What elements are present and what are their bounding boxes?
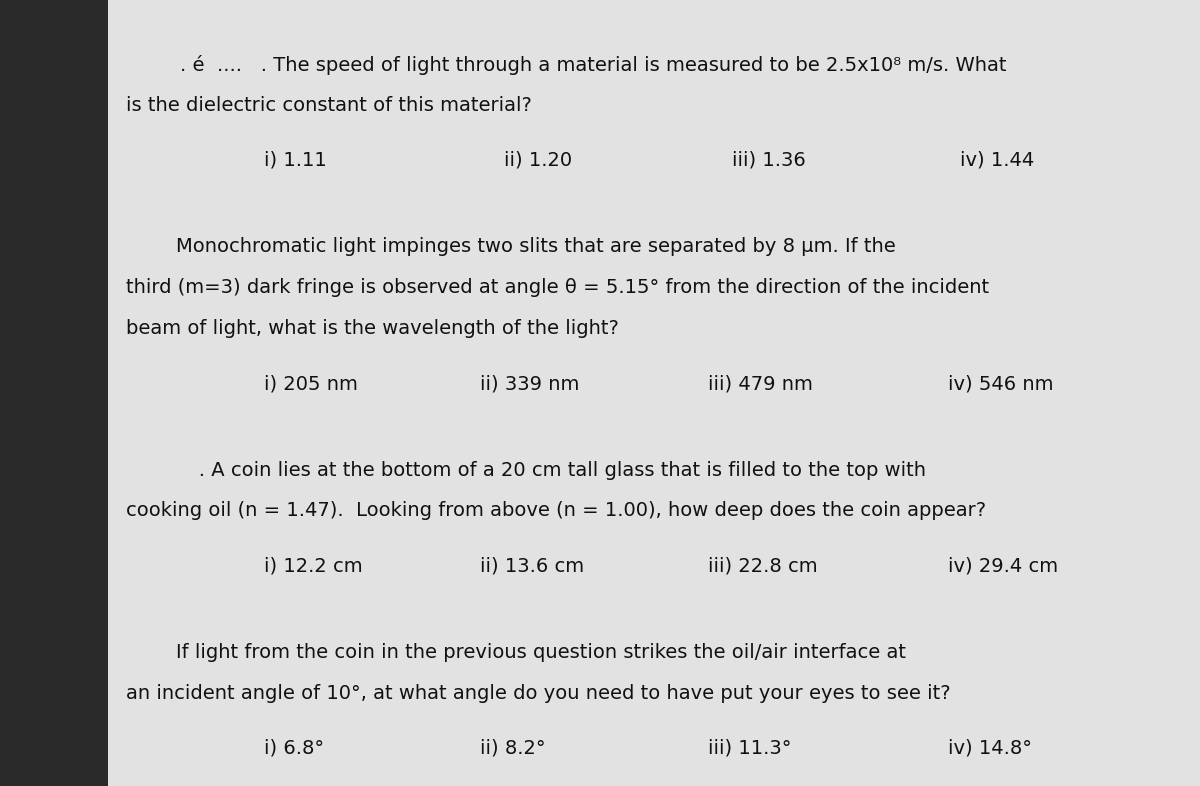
Text: iii) 479 nm: iii) 479 nm: [708, 374, 812, 393]
Text: iii) 1.36: iii) 1.36: [732, 151, 805, 170]
Text: . é  ....   . The speed of light through a material is measured to be 2.5x10⁸ m/: . é .... . The speed of light through a …: [180, 55, 1007, 75]
Text: ii) 8.2°: ii) 8.2°: [480, 739, 546, 758]
Text: If light from the coin in the previous question strikes the oil/air interface at: If light from the coin in the previous q…: [126, 643, 906, 662]
Text: iv) 14.8°: iv) 14.8°: [948, 739, 1032, 758]
Text: iii) 11.3°: iii) 11.3°: [708, 739, 792, 758]
Text: iv) 29.4 cm: iv) 29.4 cm: [948, 556, 1058, 575]
Text: beam of light, what is the wavelength of the light?: beam of light, what is the wavelength of…: [126, 319, 619, 338]
Text: third (m=3) dark fringe is observed at angle θ = 5.15° from the direction of the: third (m=3) dark fringe is observed at a…: [126, 278, 989, 297]
Text: iv) 546 nm: iv) 546 nm: [948, 374, 1054, 393]
Text: i) 6.8°: i) 6.8°: [264, 739, 324, 758]
Text: . A coin lies at the bottom of a 20 cm tall glass that is filled to the top with: . A coin lies at the bottom of a 20 cm t…: [180, 461, 926, 479]
Text: i) 1.11: i) 1.11: [264, 151, 326, 170]
Text: cooking oil (n = 1.47).  Looking from above (n = 1.00), how deep does the coin a: cooking oil (n = 1.47). Looking from abo…: [126, 501, 986, 520]
Text: ii) 1.20: ii) 1.20: [504, 151, 572, 170]
Text: an incident angle of 10°, at what angle do you need to have put your eyes to see: an incident angle of 10°, at what angle …: [126, 684, 950, 703]
Text: ii) 339 nm: ii) 339 nm: [480, 374, 580, 393]
Text: iii) 22.8 cm: iii) 22.8 cm: [708, 556, 817, 575]
Text: i) 205 nm: i) 205 nm: [264, 374, 358, 393]
Text: iv) 1.44: iv) 1.44: [960, 151, 1034, 170]
Text: ii) 13.6 cm: ii) 13.6 cm: [480, 556, 584, 575]
Text: is the dielectric constant of this material?: is the dielectric constant of this mater…: [126, 96, 532, 115]
Text: Monochromatic light impinges two slits that are separated by 8 μm. If the: Monochromatic light impinges two slits t…: [126, 237, 895, 256]
Text: i) 12.2 cm: i) 12.2 cm: [264, 556, 362, 575]
